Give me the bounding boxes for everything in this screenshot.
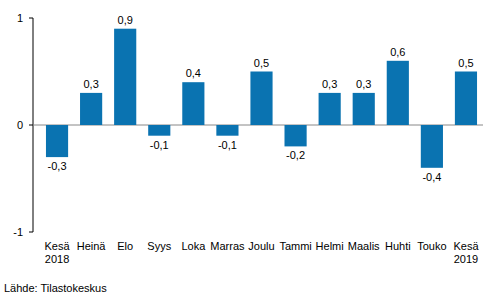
data-label: 0,6 (390, 46, 405, 58)
data-label: 0,5 (254, 57, 269, 69)
y-tick (29, 232, 33, 233)
bar (319, 93, 341, 125)
bar (182, 82, 204, 125)
bar (285, 125, 307, 146)
data-label: 0,3 (322, 78, 337, 90)
y-tick-label: 1 (17, 12, 23, 24)
data-label: -0,3 (48, 160, 67, 172)
x-tick-label: Kesä2018 (44, 240, 70, 265)
x-tick-label: Syys (147, 240, 171, 252)
data-label: 0,3 (356, 78, 371, 90)
x-tick-label: Elo (117, 240, 133, 252)
y-tick (29, 18, 33, 19)
x-tick-label: Kesä2019 (453, 240, 479, 265)
data-label: -0,1 (218, 139, 237, 151)
x-tick-label: Joulu (248, 240, 274, 252)
x-tick-label: Loka (181, 240, 206, 252)
x-tick-label: Tammi (279, 240, 311, 252)
chart: -1 0 1 -0,3 0,3 0,9 -0,1 0,4 -0,1 0,5 -0,2 0,3 0,3 0,… (0, 0, 493, 304)
x-tick-label: Heinä (77, 240, 107, 252)
data-label: -0,1 (150, 139, 169, 151)
source: Lähde: Tilastokeskus (4, 282, 107, 294)
x-tick-label: Maalis (348, 240, 380, 252)
bar (387, 61, 409, 125)
data-label: -0,2 (286, 149, 305, 161)
bar (80, 93, 102, 125)
bars (46, 29, 477, 168)
bar (216, 125, 238, 136)
x-tick-label: Huhti (385, 240, 411, 252)
x-tick-label: Marras (210, 240, 245, 252)
data-label: 0,5 (458, 57, 473, 69)
data-label: 0,9 (118, 14, 133, 26)
bar (250, 72, 272, 126)
bar (455, 72, 477, 126)
data-label: 0,3 (83, 78, 98, 90)
bar (148, 125, 170, 136)
y-tick-label: -1 (13, 226, 23, 238)
bar (421, 125, 443, 168)
bar (46, 125, 68, 157)
data-label: -0,4 (422, 171, 441, 183)
bar (114, 29, 136, 125)
x-tick-label: Helmi (316, 240, 344, 252)
y-tick-label: 0 (17, 119, 23, 131)
x-tick-label: Touko (417, 240, 446, 252)
bar (353, 93, 375, 125)
y-tick (29, 125, 33, 126)
data-label: 0,4 (186, 67, 201, 79)
